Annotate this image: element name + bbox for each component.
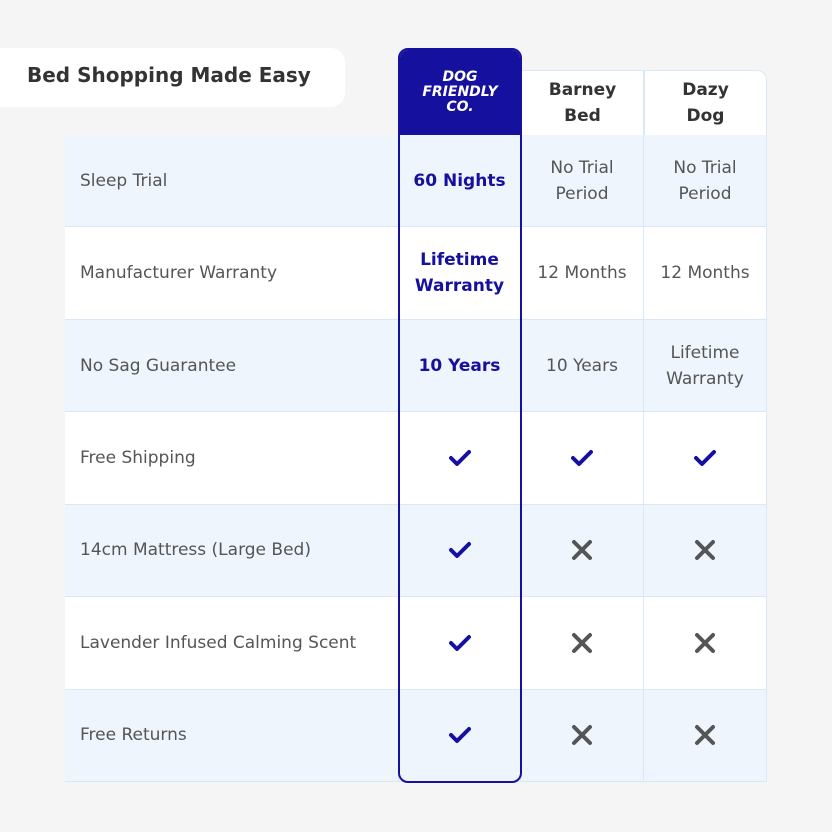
check-icon bbox=[571, 449, 593, 466]
icon-cell bbox=[644, 504, 767, 598]
check-icon bbox=[448, 542, 471, 559]
check-icon bbox=[694, 449, 716, 466]
row-label: 14cm Mattress (Large Bed) bbox=[65, 504, 399, 598]
icon-cell bbox=[521, 689, 644, 782]
row-label: Free Shipping bbox=[65, 412, 399, 505]
row-label: Manufacturer Warranty bbox=[65, 227, 399, 320]
icon-cell bbox=[644, 597, 767, 690]
value-cell: 10 Years bbox=[521, 319, 644, 413]
icon-cell bbox=[521, 597, 644, 690]
cross-icon bbox=[695, 632, 715, 653]
brand-logo: DOG FRIENDLY CO. bbox=[400, 50, 520, 135]
cross-icon bbox=[572, 540, 592, 561]
page-title: Bed Shopping Made Easy bbox=[0, 48, 345, 107]
icon-cell bbox=[521, 412, 644, 505]
cross-icon bbox=[695, 540, 715, 561]
check-icon bbox=[448, 727, 471, 744]
row-label: Sleep Trial bbox=[65, 135, 399, 228]
check-icon bbox=[448, 634, 471, 651]
icon-cell bbox=[644, 412, 767, 505]
row-label: No Sag Guarantee bbox=[65, 319, 399, 413]
icon-cell bbox=[399, 597, 521, 690]
brand-column: DOG FRIENDLY CO. bbox=[398, 48, 522, 783]
value-cell: 10 Years bbox=[399, 319, 521, 413]
icon-cell bbox=[644, 689, 767, 782]
value-cell: 60 Nights bbox=[399, 135, 521, 228]
value-cell: No Trial Period bbox=[644, 135, 767, 228]
row-label: Lavender Infused Calming Scent bbox=[65, 597, 399, 690]
column-header: Dazy Dog bbox=[644, 70, 767, 135]
value-cell: 12 Months bbox=[521, 227, 644, 320]
check-icon bbox=[448, 449, 471, 466]
cross-icon bbox=[572, 725, 592, 746]
cross-icon bbox=[572, 632, 592, 653]
logo-line: CO. bbox=[446, 99, 474, 115]
row-label: Free Returns bbox=[65, 689, 399, 782]
cross-icon bbox=[695, 725, 715, 746]
logo-line: DOG bbox=[442, 69, 478, 85]
icon-cell bbox=[399, 689, 521, 782]
value-cell: Lifetime Warranty bbox=[644, 319, 767, 413]
value-cell: No Trial Period bbox=[521, 135, 644, 228]
value-cell: Lifetime Warranty bbox=[399, 227, 521, 320]
icon-cell bbox=[521, 504, 644, 598]
column-header: Barney Bed bbox=[521, 70, 644, 135]
logo-line: FRIENDLY bbox=[422, 84, 498, 100]
icon-cell bbox=[399, 504, 521, 598]
value-cell: 12 Months bbox=[644, 227, 767, 320]
icon-cell bbox=[399, 412, 521, 505]
